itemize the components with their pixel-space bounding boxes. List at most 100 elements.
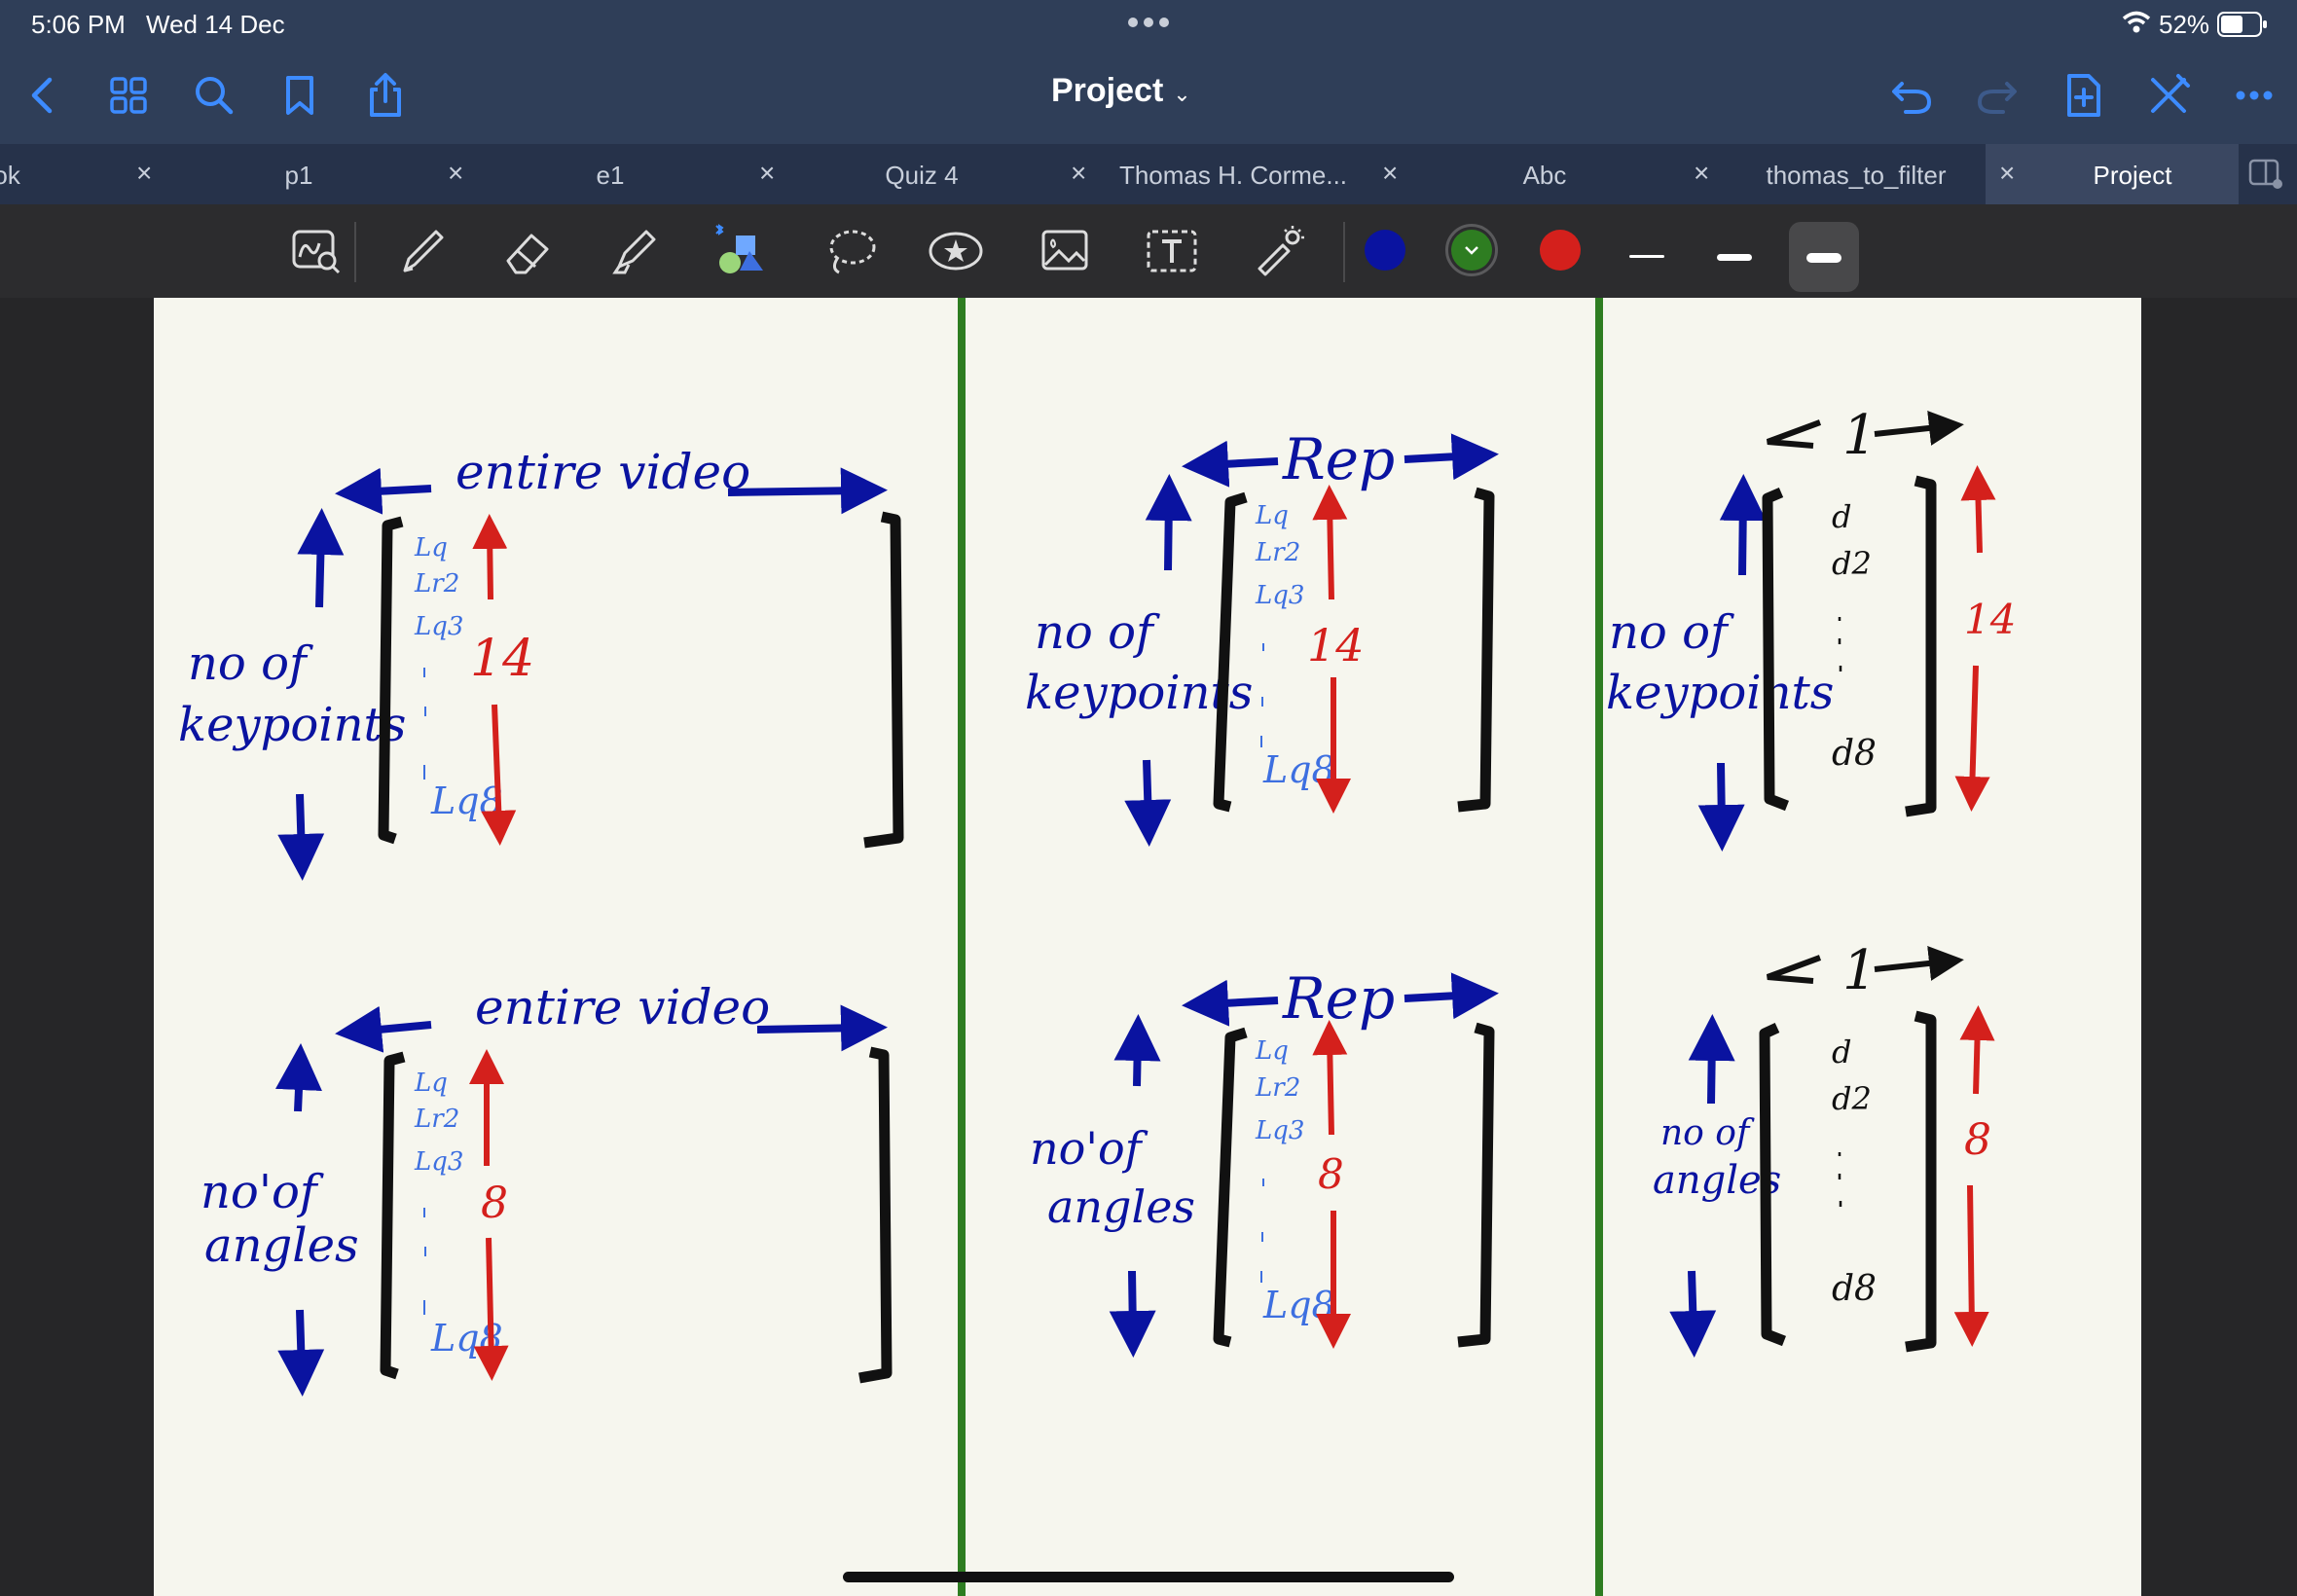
multitasking-dots-icon[interactable] <box>1126 16 1171 29</box>
more-icon[interactable] <box>2229 70 2279 121</box>
side-label-1: no'of <box>1030 1122 1148 1175</box>
side-label-2: keypoints <box>178 698 406 752</box>
side-label-2: angles <box>1047 1180 1195 1233</box>
matrix-col2-top: Rep no of keypoints Lq Lr2 Lq3 Lq8 14 <box>1025 426 1499 847</box>
row-label: Lr2 <box>414 1105 459 1134</box>
stroke-width-medium[interactable] <box>1699 222 1769 292</box>
side-label-2: keypoints <box>1606 666 1834 720</box>
wifi-icon <box>2122 11 2151 33</box>
stroke-width-thin[interactable] <box>1612 222 1682 292</box>
battery-icon <box>2217 12 2267 37</box>
color-swatch-red[interactable] <box>1540 230 1581 271</box>
tab-label: thomas_to_filter <box>1766 161 1947 190</box>
split-view-icon[interactable] <box>2248 158 2283 191</box>
close-icon[interactable]: × <box>1071 158 1087 188</box>
side-label-1: no of <box>1609 605 1734 660</box>
close-icon[interactable]: × <box>759 158 776 188</box>
matrix-col2-bottom: Rep no'of angles Lq Lr2 Lq3 Lq8 8 <box>1030 965 1499 1358</box>
status-time: 5:06 PM <box>31 10 126 39</box>
color-swatch-blue[interactable] <box>1365 230 1405 271</box>
count-label: 14 <box>470 630 534 688</box>
text-icon[interactable] <box>1143 222 1201 280</box>
matrix-col3-top: 1 no of keypoints d d2 d8 14 <box>1606 404 2016 852</box>
close-pen-icon[interactable] <box>2143 70 2194 121</box>
grid-icon[interactable] <box>103 70 154 121</box>
count-label: 8 <box>1318 1150 1344 1198</box>
row-label: Lq8 <box>1262 1284 1335 1326</box>
tab-p1[interactable]: × p1 <box>123 144 434 204</box>
lasso-icon[interactable] <box>821 222 880 280</box>
arrow-label: 1 <box>1842 939 1878 1002</box>
arrow-label: Rep <box>1282 426 1395 492</box>
matrix-col1-bottom: entire video no'of angles Lq Lr2 Lq3 Lq8… <box>201 979 893 1396</box>
tab-e1[interactable]: × e1 <box>434 144 746 204</box>
highlighter-icon[interactable] <box>605 222 664 280</box>
row-label: Lq3 <box>414 1147 463 1177</box>
row-label: Lq3 <box>414 612 463 641</box>
home-indicator[interactable] <box>843 1572 1454 1582</box>
row-label: Lq3 <box>1255 1116 1304 1145</box>
row-label: d2 <box>1832 1080 1872 1117</box>
count-label: 8 <box>1964 1115 1991 1165</box>
undo-icon[interactable] <box>1886 70 1937 121</box>
tab-label: Abc <box>1522 161 1567 190</box>
color-swatch-green[interactable] <box>1451 230 1492 271</box>
laser-pointer-icon[interactable] <box>1250 222 1308 280</box>
side-label-1: no of <box>1035 605 1160 660</box>
image-icon[interactable] <box>1036 222 1094 280</box>
close-icon[interactable]: × <box>1382 158 1399 188</box>
side-label-1: no of <box>1660 1113 1755 1153</box>
bookmark-icon[interactable] <box>274 70 325 121</box>
zoom-lasso-icon[interactable] <box>286 222 345 280</box>
arrow-label: entire video <box>475 979 770 1035</box>
tab-thomas-to-filter[interactable]: × thomas_to_filter <box>1680 144 1991 204</box>
canvas-area: entire video no of keypoints Lq Lr2 Lq3 … <box>0 298 2297 1596</box>
row-label: Lr2 <box>1255 1073 1300 1103</box>
row-label: Lq <box>1255 501 1289 530</box>
back-chevron-icon[interactable] <box>18 70 68 121</box>
matrix-col1-top: entire video no of keypoints Lq Lr2 Lq3 … <box>178 444 904 881</box>
row-label: Lq <box>414 1069 448 1098</box>
selected-color-ring <box>1445 224 1498 276</box>
toolbar-divider <box>354 222 356 282</box>
count-label: 8 <box>481 1179 508 1228</box>
tab-quiz-4[interactable]: × Quiz 4 <box>746 144 1057 204</box>
search-icon[interactable] <box>189 70 239 121</box>
tab-label: Quiz 4 <box>885 161 959 190</box>
side-label-2: angles <box>204 1218 359 1273</box>
row-label: Lr2 <box>1255 538 1300 567</box>
share-icon[interactable] <box>360 70 411 121</box>
tab-label: e1 <box>596 161 625 190</box>
close-icon[interactable]: × <box>1999 158 2016 188</box>
sticker-icon[interactable] <box>927 222 985 280</box>
close-icon[interactable]: × <box>136 158 153 188</box>
redo-icon[interactable] <box>1972 70 2023 121</box>
add-page-icon[interactable] <box>2058 70 2108 121</box>
tab-project[interactable]: × Project <box>1986 144 2239 204</box>
chevron-down-icon: ⌄ <box>1173 82 1191 106</box>
row-label: Lq8 <box>430 780 503 822</box>
tab-label: Project <box>2093 161 2172 190</box>
status-bar: 5:06 PM Wed 14 Dec 52% <box>0 0 2297 47</box>
count-label: 14 <box>1307 619 1365 671</box>
pen-icon[interactable] <box>393 222 452 280</box>
drawing-toolbar <box>0 204 2297 298</box>
document-title-button[interactable]: Project ⌄ <box>1051 72 1191 110</box>
note-page[interactable]: entire video no of keypoints Lq Lr2 Lq3 … <box>154 298 2141 1596</box>
count-label: 14 <box>1964 596 2016 643</box>
eraser-icon[interactable] <box>498 222 557 280</box>
battery-percentage: 52% <box>2159 10 2210 39</box>
close-icon[interactable]: × <box>1694 158 1710 188</box>
tab-abc[interactable]: × Abc <box>1368 144 1680 204</box>
chevron-down-icon <box>1465 246 1478 255</box>
navigation-bar: Project ⌄ <box>0 47 2297 144</box>
stroke-width-thick[interactable] <box>1789 222 1859 292</box>
arrow-label: 1 <box>1842 404 1878 467</box>
tab-thomas-cormen[interactable]: × Thomas H. Corme... <box>1057 144 1368 204</box>
shapes-icon[interactable] <box>711 222 769 280</box>
side-label-1: no of <box>188 636 313 691</box>
row-label: Lq <box>1255 1036 1289 1066</box>
row-label: d2 <box>1832 545 1872 582</box>
row-label: d <box>1832 498 1851 535</box>
close-icon[interactable]: × <box>448 158 464 188</box>
